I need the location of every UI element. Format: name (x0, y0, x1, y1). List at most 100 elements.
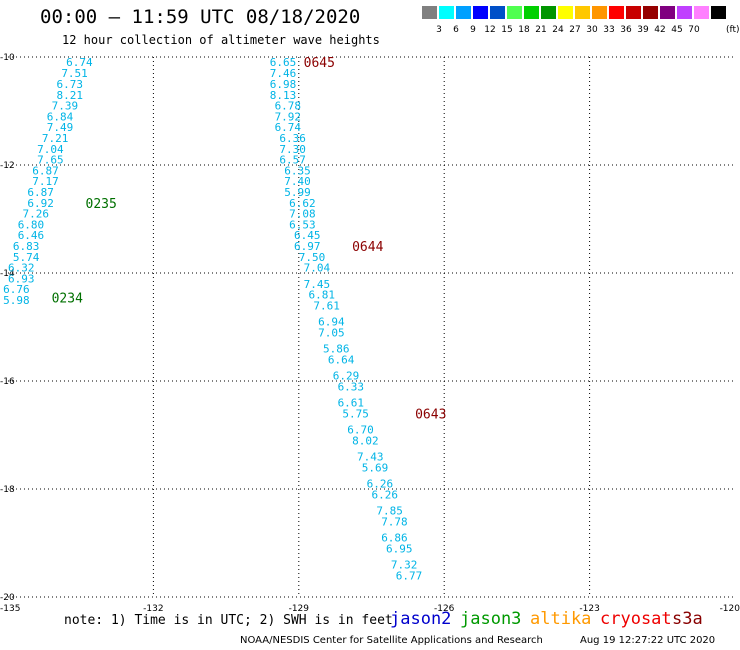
wave-height-value: 7.65 (37, 154, 64, 167)
legend-swatch (609, 6, 624, 19)
legend-label: 15 (501, 25, 513, 35)
satellite-altika: altika (530, 609, 592, 629)
legend-swatch (507, 6, 522, 19)
wave-height-value: 7.26 (23, 208, 50, 221)
wave-height-value: 7.40 (284, 175, 311, 188)
wave-height-value: 6.29 (333, 370, 360, 383)
wave-height-value: 5.98 (3, 294, 30, 307)
wave-height-value: 5.69 (362, 461, 389, 474)
wave-height-value: 6.87 (32, 164, 59, 177)
wave-height-value: 7.92 (275, 110, 302, 123)
wave-height-value: 6.33 (338, 380, 365, 393)
satellite-jason3: jason3 (460, 609, 522, 629)
legend-unit: (ft) (726, 25, 740, 35)
y-tick-label: -18 (0, 485, 15, 495)
satellite-cryosat: cryosat (600, 609, 672, 629)
y-tick-label: -14 (0, 269, 15, 279)
legend-swatch (490, 6, 505, 19)
wave-height-value: 6.76 (3, 283, 30, 296)
wave-height-value: 6.36 (279, 132, 306, 145)
wave-height-value: 6.86 (381, 532, 408, 545)
legend-label: 24 (552, 25, 564, 35)
wave-height-value: 7.17 (32, 175, 59, 188)
legend-label: 21 (535, 25, 547, 35)
wave-height-value: 6.80 (18, 218, 45, 231)
x-tick-label: -129 (289, 604, 310, 614)
wave-height-value: 6.62 (289, 197, 316, 210)
legend-label: 36 (620, 25, 632, 35)
wave-height-value: 6.95 (386, 542, 413, 555)
legend-label: 33 (603, 25, 615, 35)
wave-height-value: 7.61 (313, 299, 340, 312)
wave-height-value: 6.87 (27, 186, 53, 199)
wave-height-value: 7.04 (304, 262, 331, 275)
data-points: 6.747.516.738.217.396.847.497.217.047.65… (3, 56, 422, 583)
satellite-jason2: jason2 (390, 609, 452, 629)
wave-height-value: 6.74 (275, 121, 302, 134)
x-tick-label: -132 (143, 604, 163, 614)
wave-height-value: 6.46 (18, 229, 45, 242)
legend-swatch (473, 6, 488, 19)
wave-height-value: 7.85 (376, 505, 403, 518)
legend-swatch (626, 6, 641, 19)
wave-height-value: 7.49 (47, 121, 73, 134)
wave-height-value: 6.57 (279, 154, 306, 167)
legend-label: 9 (470, 25, 476, 35)
wave-height-value: 5.74 (13, 251, 40, 264)
x-tick-label: -120 (720, 604, 740, 614)
y-tick-label: -12 (0, 161, 15, 171)
legend-label: 39 (637, 25, 649, 35)
wave-height-value: 6.26 (372, 488, 399, 501)
wave-height-value: 7.21 (42, 132, 69, 145)
legend-swatch (677, 6, 692, 19)
pass-time-label: 0643 (415, 407, 446, 422)
wave-height-value: 6.78 (275, 100, 302, 113)
wave-height-value: 6.64 (328, 353, 355, 366)
legend-label: 45 (671, 25, 683, 35)
wave-height-value: 6.35 (284, 164, 311, 177)
pass-time-label: 0645 (304, 56, 335, 71)
chart-grid (8, 56, 735, 598)
legend-label: 30 (586, 25, 598, 35)
time-labels: 0235 0234 0645 0644 0643 (52, 56, 447, 423)
wave-height-value: 7.50 (299, 251, 326, 264)
x-tick-label: -126 (434, 604, 455, 614)
y-tick-label: -16 (0, 377, 15, 387)
wave-height-value: 6.53 (289, 218, 316, 231)
wave-height-value: 8.02 (352, 434, 379, 447)
wave-height-value: 6.98 (270, 78, 297, 91)
legend-label: 42 (654, 25, 666, 35)
wave-height-value: 6.83 (13, 240, 39, 253)
y-tick-label: -20 (0, 593, 15, 603)
wave-height-value: 6.65 (270, 56, 297, 69)
pass-time-label: 0235 (86, 197, 117, 212)
wave-height-value: 8.21 (56, 89, 83, 102)
wave-height-value: 7.39 (52, 100, 78, 113)
wave-height-value: 7.05 (318, 326, 345, 339)
legend-swatch (456, 6, 471, 19)
legend-swatch (694, 6, 709, 19)
legend-label: 27 (569, 25, 581, 35)
legend-label: 12 (484, 25, 496, 35)
wave-height-value: 6.81 (308, 289, 335, 302)
wave-height-value: 8.13 (270, 89, 297, 102)
wave-height-value: 5.99 (284, 186, 311, 199)
legend-swatch (558, 6, 573, 19)
wave-height-value: 6.45 (294, 229, 321, 242)
wave-height-value: 6.97 (294, 240, 321, 253)
wave-height-value: 6.74 (66, 56, 93, 69)
legend-swatch (660, 6, 675, 19)
legend-swatch (524, 6, 539, 19)
legend-swatch (575, 6, 590, 19)
wave-height-value: 6.73 (56, 78, 83, 91)
wave-height-value: 5.75 (342, 407, 369, 420)
wave-height-value: 7.78 (381, 515, 408, 528)
legend-swatch (711, 6, 726, 19)
legend-label: 18 (518, 25, 530, 35)
chart-subtitle: 12 hour collection of altimeter wave hei… (62, 33, 380, 47)
x-tick-label: -123 (579, 604, 599, 614)
wave-height-value: 6.94 (318, 316, 345, 329)
wave-height-value: 7.04 (37, 143, 64, 156)
satellite-s3a: s3a (672, 609, 703, 629)
timestamp: Aug 19 12:27:22 UTC 2020 (580, 635, 716, 646)
